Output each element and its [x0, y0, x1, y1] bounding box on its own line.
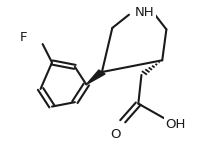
Text: OH: OH [166, 118, 186, 131]
Polygon shape [86, 70, 105, 85]
Text: F: F [20, 31, 28, 44]
Text: O: O [110, 128, 121, 141]
Text: NH: NH [135, 6, 154, 19]
